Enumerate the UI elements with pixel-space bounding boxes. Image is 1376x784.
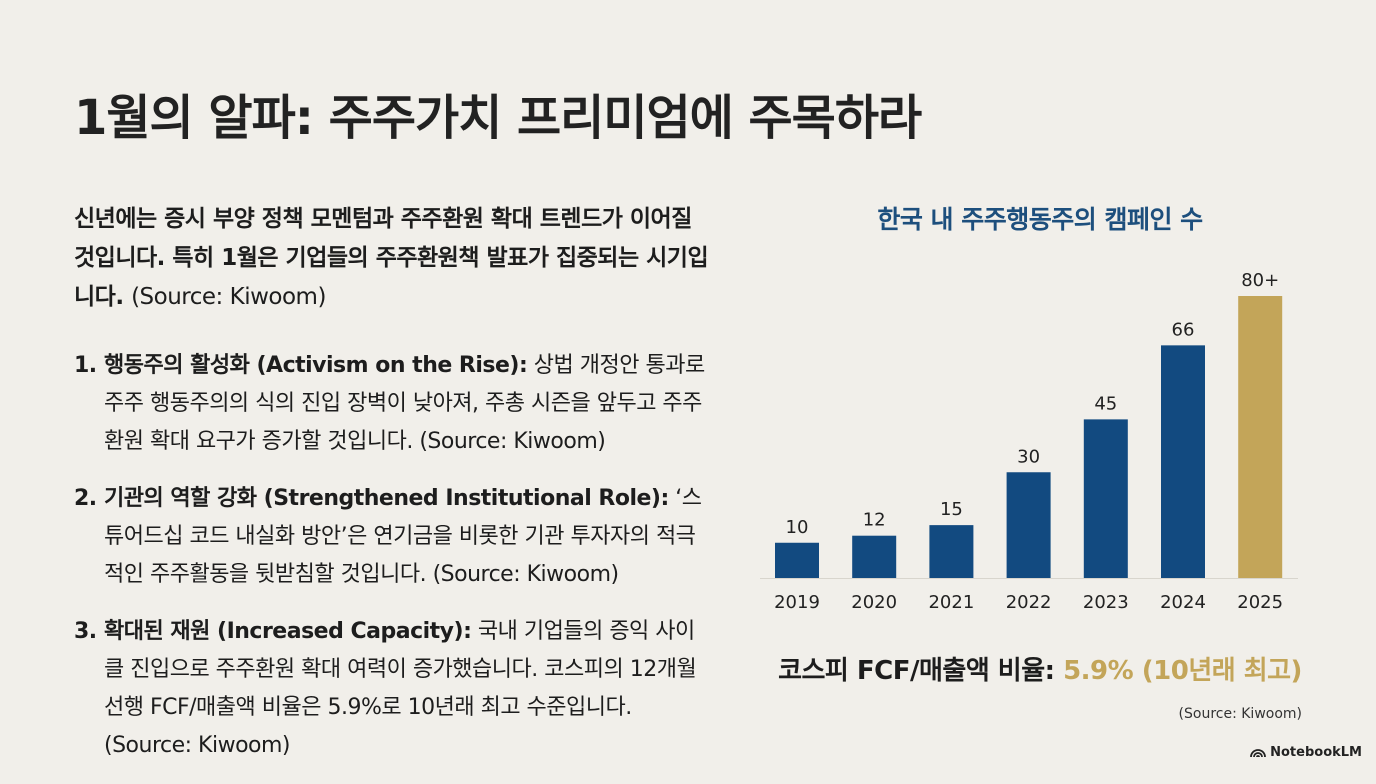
x-tick-label-2022: 2022: [1006, 592, 1052, 613]
kospi-fcf-ratio: 코스피 FCF/매출액 비율: 5.9% (10년래 최고): [760, 650, 1320, 687]
x-tick-label-2021: 2021: [928, 592, 974, 613]
intro-text: 신년에는 증시 부양 정책 모멘텀과 주주환원 확대 트렌드가 이어질 것입니다…: [74, 206, 709, 310]
item-body: ‘스튜어드십 코드 내실화 방안’은 연기금을 비롯한 기관 투자자의 적극적인…: [104, 486, 702, 587]
list-item: 3. 확대된 재원 (Increased Capacity): 국내 기업들의 증…: [74, 613, 714, 765]
list-item: 1. 행동주의 활성화 (Activism on the Rise): 상법 개정…: [74, 347, 714, 461]
list-item: 2. 기관의 역할 강화 (Strengthened Institutional …: [74, 480, 714, 594]
data-label-2023: 45: [1094, 393, 1117, 414]
item-body: 상법 개정안 통과로 주주 행동주의의 식의 진입 장벽이 낮아져, 주총 시즌…: [104, 353, 705, 454]
bar-2023: [1083, 419, 1128, 578]
bar-2019: [775, 542, 819, 578]
chart-title: 한국 내 주주행동주의 캠페인 수: [877, 205, 1203, 234]
brand-logo: NotebookLM: [1250, 745, 1362, 760]
item-body: 국내 기업들의 증익 사이클 진입으로 주주환원 확대 여력이 증가했습니다. …: [104, 619, 697, 758]
brand-name: NotebookLM: [1270, 745, 1362, 760]
item-heading: 기관의 역할 강화 (Strengthened Institutional Ro…: [104, 486, 669, 511]
x-tick-label-2019: 2019: [774, 592, 820, 613]
bar-2020: [852, 535, 897, 578]
item-number: 1.: [74, 353, 97, 378]
page-title: 1월의 알파: 주주가치 프리미엄에 주목하라: [74, 90, 922, 146]
key-points-list: 1. 행동주의 활성화 (Activism on the Rise): 상법 개정…: [74, 347, 714, 765]
item-number: 2.: [74, 486, 97, 511]
bar-2022: [1006, 472, 1051, 578]
intro-source: (Source: Kiwoom): [131, 284, 326, 310]
data-label-2019: 10: [786, 517, 809, 538]
item-heading: 확대된 재원 (Increased Capacity):: [104, 619, 472, 644]
bar-2025: [1238, 296, 1283, 578]
data-label-2024: 66: [1172, 319, 1195, 340]
intro-paragraph: 신년에는 증시 부양 정책 모멘텀과 주주환원 확대 트렌드가 이어질 것입니다…: [74, 200, 714, 317]
kospi-label: 코스피 FCF/매출액 비율:: [778, 656, 1055, 686]
bar-2024: [1161, 345, 1205, 578]
data-label-2025: 80+: [1241, 270, 1279, 291]
data-label-2021: 15: [940, 499, 963, 520]
campaign-bar-chart: 10 2019 12 2020 15 2021 30 2022 45 2023 66 2024 80+ 2…: [760, 270, 1298, 613]
item-heading: 행동주의 활성화 (Activism on the Rise):: [104, 353, 528, 378]
x-tick-label-2024: 2024: [1160, 592, 1206, 613]
notebooklm-icon: [1250, 749, 1267, 758]
data-label-2022: 30: [1017, 446, 1040, 467]
bar-2021: [929, 525, 974, 578]
data-label-2020: 12: [863, 510, 886, 531]
x-tick-label-2025: 2025: [1237, 592, 1283, 613]
x-tick-label-2023: 2023: [1083, 592, 1129, 613]
left-content: 신년에는 증시 부양 정책 모멘텀과 주주환원 확대 트렌드가 이어질 것입니다…: [74, 200, 714, 784]
chart-source: (Source: Kiwoom): [1178, 706, 1302, 722]
item-number: 3.: [74, 619, 97, 644]
x-tick-label-2020: 2020: [851, 592, 897, 613]
kospi-value: 5.9% (10년래 최고): [1063, 656, 1302, 686]
